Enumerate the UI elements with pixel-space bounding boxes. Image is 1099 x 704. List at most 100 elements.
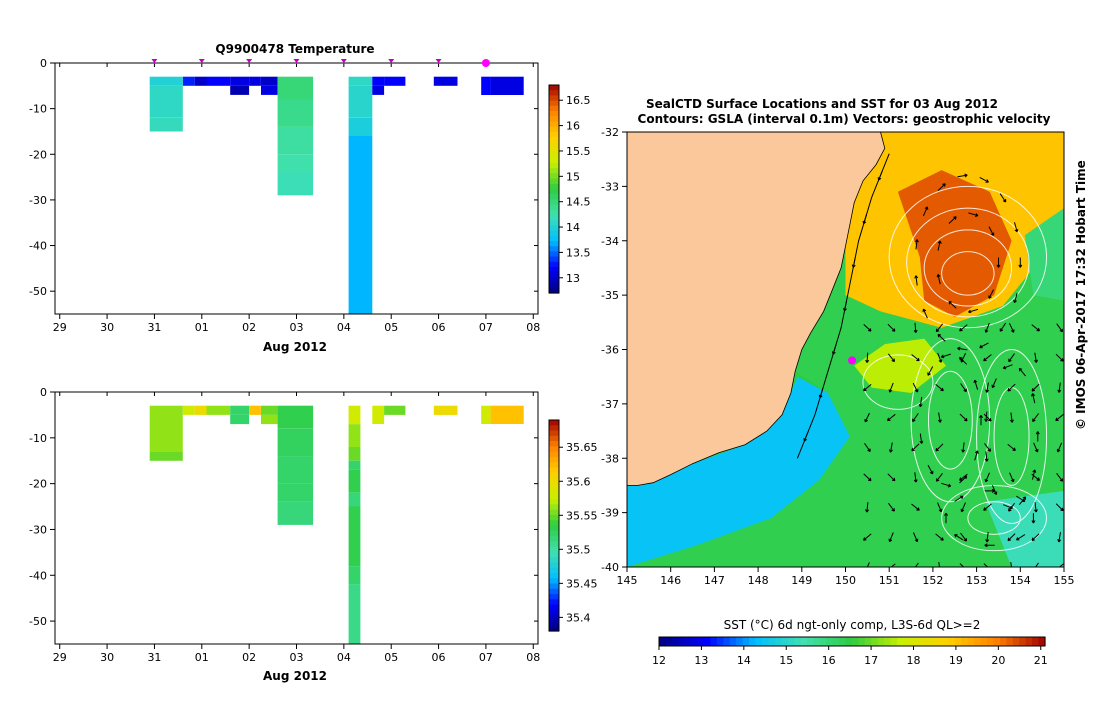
map-x-tick-label: 154 (1010, 574, 1031, 587)
sst-colorbar-swatch (697, 637, 705, 646)
colorbar-swatch (549, 451, 559, 458)
velocity-arrow (941, 482, 952, 488)
sst-colorbar-swatch (1025, 637, 1033, 646)
colorbar-swatch (549, 126, 559, 133)
velocity-arrow (865, 502, 869, 513)
sst-colorbar-swatch (852, 637, 860, 646)
sst-colorbar-swatch (813, 637, 821, 646)
velocity-arrow (1008, 502, 1015, 512)
velocity-arrow (863, 384, 872, 392)
velocity-arrow (968, 308, 979, 314)
velocity-arrow (914, 562, 919, 567)
profile-cell (348, 506, 361, 567)
profile-cell (149, 117, 183, 132)
profile-cell (384, 405, 406, 415)
colorbar-swatch (549, 578, 559, 585)
map-y-tick-label: -36 (601, 344, 619, 357)
velocity-arrow (937, 240, 942, 251)
velocity-arrow (937, 333, 946, 342)
colorbar-swatch (549, 173, 559, 180)
profile-marker (293, 59, 300, 63)
profile-cell (348, 85, 373, 118)
velocity-arrow (887, 353, 895, 363)
sst-colorbar-frame (658, 636, 1046, 647)
profile-cell (277, 483, 314, 502)
velocity-arrow (948, 216, 957, 224)
map-title: SealCTD Surface Locations and SST for 03… (646, 97, 998, 111)
colorbar-swatch (549, 620, 559, 627)
map-x-tick-label: 149 (791, 574, 812, 587)
x-tick-label: 03 (290, 651, 304, 664)
velocity-arrow (960, 502, 966, 513)
velocity-arrow (864, 412, 870, 423)
profile-cell (433, 405, 458, 415)
sst-region (985, 490, 1064, 567)
velocity-arrow (887, 473, 896, 482)
velocity-arrow (1031, 383, 1040, 392)
velocity-arrow (866, 562, 870, 567)
x-tick-label: 30 (100, 651, 114, 664)
gsla-contour (862, 354, 934, 410)
y-tick-label: 0 (40, 57, 47, 70)
sst-colorbar-swatch (678, 637, 686, 646)
velocity-arrow (1055, 503, 1064, 512)
colorbar-swatch (549, 572, 559, 579)
velocity-arrow (968, 212, 979, 217)
velocity-arrow (851, 257, 856, 268)
velocity-arrow (996, 257, 1001, 268)
velocity-arrow (919, 433, 924, 444)
sst-colorbar-swatch (993, 637, 1001, 646)
colorbar-tick-label: 35.5 (566, 543, 591, 556)
colorbar-swatch (549, 111, 559, 117)
colorbar-swatch (549, 116, 559, 122)
map-y-tick-label: -39 (601, 507, 619, 520)
colorbar-tick-label: 16 (566, 120, 580, 133)
sst-colorbar-swatch (729, 637, 737, 646)
profile-marker (198, 59, 205, 63)
velocity-arrow (948, 301, 957, 309)
profile-cell (249, 405, 261, 415)
velocity-arrow (843, 301, 847, 312)
colorbar-swatch (549, 615, 559, 622)
profile-cell (348, 424, 361, 447)
sst-colorbar-swatch (877, 637, 885, 646)
velocity-arrow (888, 502, 895, 512)
y-tick-label: -10 (29, 103, 47, 116)
gsla-contour (888, 185, 1048, 329)
velocity-arrow (984, 543, 995, 548)
y-tick-label: -30 (29, 194, 47, 207)
colorbar-swatch (549, 131, 559, 138)
velocity-arrow (973, 379, 979, 390)
map-x-tick-label: 152 (922, 574, 943, 587)
velocity-arrow (863, 473, 872, 482)
map-y-tick-label: -34 (601, 235, 619, 248)
velocity-arrow (960, 532, 967, 542)
colorbar-swatch (549, 251, 559, 258)
sst-colorbar-swatch (659, 637, 667, 646)
colorbar-swatch (549, 204, 559, 211)
salinity-cells (149, 405, 524, 644)
profile-cell (149, 85, 183, 118)
map-y-tick-label: -33 (601, 180, 619, 193)
colorbar-swatch (549, 246, 559, 252)
colorbar-swatch (549, 462, 559, 469)
x-tick-label: 29 (53, 321, 67, 334)
sst-colorbar-swatch (826, 637, 834, 646)
x-tick-label: 05 (384, 651, 398, 664)
sst-colorbar-swatch (716, 637, 724, 646)
colorbar-swatch (549, 425, 559, 432)
velocity-arrow (935, 323, 943, 333)
velocity-arrow (922, 206, 929, 217)
velocity-arrow (1014, 222, 1019, 233)
sst-colorbar-tick-label: 12 (652, 654, 666, 667)
velocity-arrow (887, 413, 896, 422)
velocity-arrow (999, 322, 1007, 332)
colorbar-swatch (549, 147, 559, 154)
velocity-arrow (1007, 383, 1016, 392)
sst-colorbar-swatch (929, 637, 937, 646)
profile-cell (230, 405, 250, 415)
velocity-arrow (935, 533, 944, 541)
sst-colorbar-swatch (736, 637, 744, 646)
y-tick-label: -20 (29, 478, 47, 491)
